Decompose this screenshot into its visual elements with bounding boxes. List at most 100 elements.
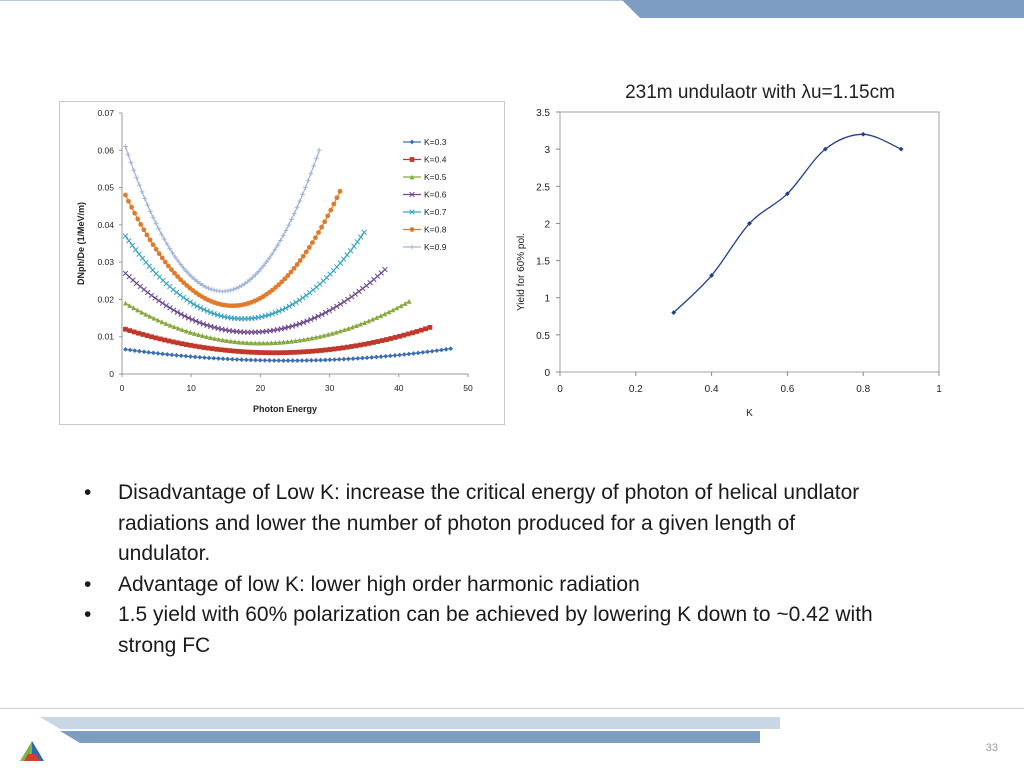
data-point	[383, 353, 389, 359]
data-point	[304, 318, 310, 324]
data-point	[146, 349, 152, 355]
data-point	[296, 320, 303, 327]
data-point	[148, 292, 155, 299]
data-point	[345, 326, 351, 331]
data-point	[366, 340, 372, 346]
data-point	[415, 350, 421, 356]
data-point	[308, 171, 314, 176]
data-point	[162, 337, 168, 343]
data-point	[378, 354, 384, 360]
data-point	[255, 269, 261, 275]
data-point	[153, 246, 159, 252]
data-point	[359, 285, 366, 292]
data-point	[302, 185, 308, 191]
data-point	[860, 131, 866, 137]
data-point	[136, 182, 142, 188]
data-point	[123, 300, 128, 306]
data-point	[283, 227, 289, 233]
data-point	[258, 266, 264, 272]
data-point	[180, 294, 187, 301]
data-point	[423, 326, 428, 332]
data-point	[178, 277, 184, 283]
data-point	[159, 319, 165, 325]
data-point	[382, 311, 388, 317]
data-point	[292, 349, 298, 355]
y-tick-label: 0.06	[97, 145, 114, 155]
x-tick-label: 1	[936, 384, 942, 395]
data-point	[326, 307, 333, 314]
data-point	[325, 213, 331, 219]
data-point	[188, 342, 194, 348]
data-point	[264, 259, 270, 265]
data-point	[229, 356, 235, 362]
data-point	[123, 346, 128, 352]
y-tick-label: 0.01	[97, 332, 114, 342]
footer-band-light	[40, 717, 780, 729]
data-point	[126, 198, 131, 204]
data-point	[414, 329, 420, 334]
legend-label: K=0.9	[424, 242, 447, 252]
data-point	[136, 251, 142, 257]
data-point	[204, 334, 209, 340]
data-point	[345, 296, 351, 303]
data-point	[132, 247, 139, 253]
y-tick-label: 0	[544, 368, 550, 379]
data-point	[141, 227, 147, 233]
data-point	[214, 312, 221, 318]
bullet-dot: •	[84, 572, 92, 596]
data-point	[283, 350, 289, 355]
data-point	[192, 277, 198, 282]
data-point	[308, 316, 314, 323]
data-point	[434, 348, 440, 354]
data-point	[266, 255, 272, 261]
data-point	[262, 357, 268, 363]
slide-footer	[0, 708, 1024, 769]
data-point	[150, 215, 156, 220]
data-point	[260, 340, 266, 346]
data-point	[340, 345, 346, 351]
data-point	[289, 323, 296, 329]
data-point	[178, 262, 184, 268]
data-point	[144, 289, 151, 296]
y-tick-label: 2.5	[536, 182, 550, 193]
data-point	[143, 311, 149, 317]
data-point	[275, 242, 281, 248]
data-point	[271, 358, 277, 363]
y-tick-label: 0.03	[97, 257, 114, 267]
data-point	[405, 331, 411, 337]
data-point	[177, 292, 183, 298]
data-point	[334, 195, 340, 201]
data-point	[203, 284, 209, 290]
data-point	[262, 350, 268, 356]
data-point	[314, 348, 320, 354]
data-point	[300, 295, 306, 301]
data-point	[189, 274, 195, 280]
data-point	[329, 330, 335, 336]
data-point	[291, 265, 297, 271]
data-point	[382, 266, 388, 273]
data-point	[384, 337, 389, 342]
data-point	[411, 351, 416, 356]
data-point	[401, 332, 407, 338]
data-point	[174, 352, 179, 358]
x-tick-label: 40	[394, 383, 404, 393]
data-point	[322, 357, 328, 363]
data-point	[293, 322, 299, 328]
data-point	[350, 356, 356, 362]
series-k-0-4	[123, 324, 433, 356]
data-point	[228, 338, 234, 344]
data-point	[281, 358, 286, 363]
data-point	[785, 191, 790, 197]
data-point	[234, 357, 240, 362]
data-point	[323, 347, 328, 353]
data-point	[151, 315, 157, 321]
data-point	[330, 305, 336, 312]
data-point	[336, 356, 342, 362]
data-point	[354, 323, 359, 329]
legend-label: K=0.4	[424, 155, 447, 165]
data-point	[318, 348, 324, 353]
data-point	[183, 328, 189, 334]
data-point	[270, 350, 276, 356]
data-point	[190, 301, 197, 307]
data-point	[150, 350, 156, 356]
